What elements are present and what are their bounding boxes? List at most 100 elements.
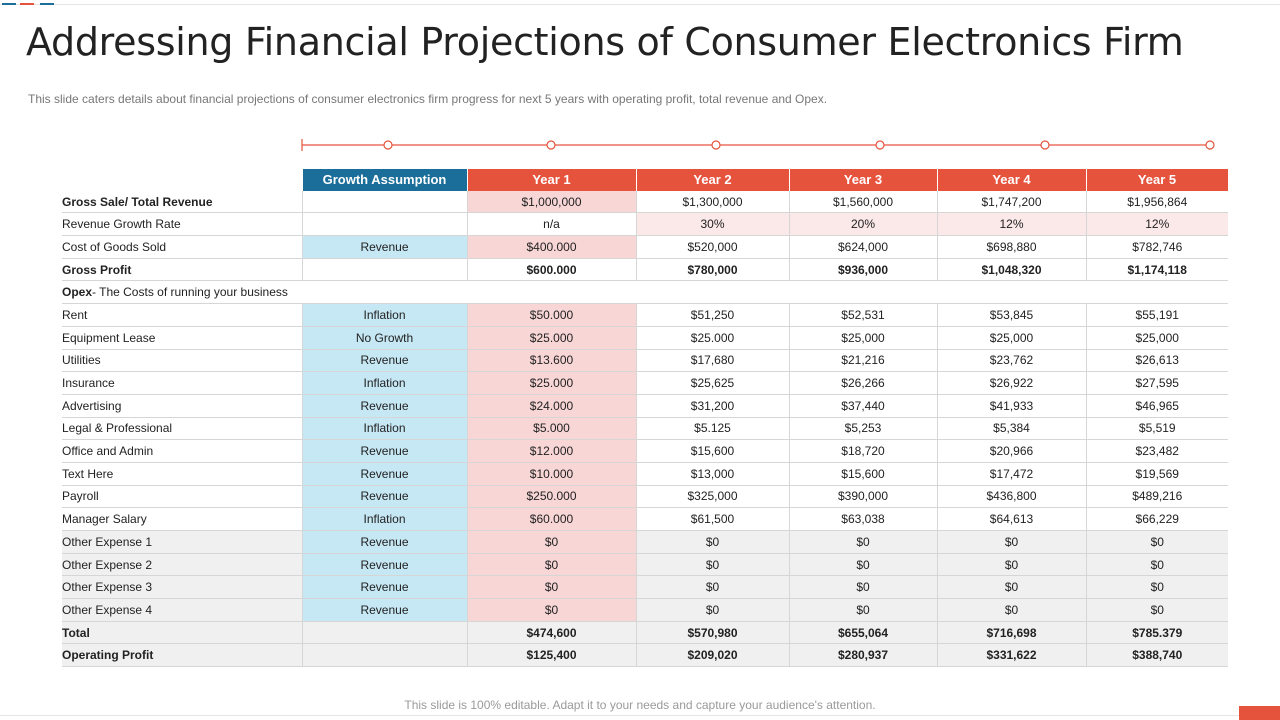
row-value-year-3: $25,000 xyxy=(789,326,938,350)
bottom-rule xyxy=(0,715,1240,716)
row-assumption xyxy=(302,621,468,645)
row-value-year-5: $0 xyxy=(1086,530,1228,554)
row-assumption: Revenue xyxy=(302,575,468,600)
row-value-year-5: $1,956,864 xyxy=(1086,190,1228,214)
row-value-year-5: 12% xyxy=(1086,212,1228,237)
table-row: Gross Sale/ Total Revenue $1,000,000 $1,… xyxy=(62,190,1228,214)
row-label: Total xyxy=(62,621,303,645)
row-value-year-5: $0 xyxy=(1086,598,1228,622)
row-value-year-1: $25.000 xyxy=(467,326,637,350)
row-value-year-4: $436,800 xyxy=(937,485,1087,509)
row-assumption: Revenue xyxy=(302,439,468,463)
row-value-year-5: $782,746 xyxy=(1086,235,1228,259)
table-row: Office and Admin Revenue $12.000 $15,600… xyxy=(62,439,1228,463)
row-assumption xyxy=(302,190,468,214)
row-value-year-5: $388,740 xyxy=(1086,643,1228,668)
row-value-year-4: $41,933 xyxy=(937,394,1087,418)
row-value-year-1: $25.000 xyxy=(467,371,637,395)
row-value-year-4: $331,622 xyxy=(937,643,1087,668)
header-blank-cell xyxy=(62,169,303,191)
row-value-year-2: $570,980 xyxy=(636,621,790,645)
row-value-year-5: $489,216 xyxy=(1086,485,1228,509)
row-value-year-2: 30% xyxy=(636,212,790,237)
timeline-dot xyxy=(383,140,393,150)
top-accent-mark xyxy=(2,3,16,5)
row-value-year-4: $1,747,200 xyxy=(937,190,1087,214)
timeline-dot xyxy=(875,140,885,150)
row-value-year-2: $0 xyxy=(636,530,790,554)
row-value-year-5: $66,229 xyxy=(1086,507,1228,531)
row-value-year-2: $61,500 xyxy=(636,507,790,531)
row-value-year-1: $250.000 xyxy=(467,485,637,509)
row-label: Operating Profit xyxy=(62,643,303,668)
page-title: Addressing Financial Projections of Cons… xyxy=(26,20,1184,64)
row-value-year-2: $0 xyxy=(636,575,790,600)
page-subtitle: This slide caters details about financia… xyxy=(28,92,828,106)
table-row: Other Expense 4 Revenue $0 $0 $0 $0 $0 xyxy=(62,598,1228,622)
row-value-year-4: $0 xyxy=(937,598,1087,622)
row-assumption: Revenue xyxy=(302,553,468,577)
row-value-year-5: $785.379 xyxy=(1086,621,1228,645)
row-value-year-2: $25.000 xyxy=(636,326,790,350)
top-rule xyxy=(0,4,1280,5)
row-value-year-1: $5.000 xyxy=(467,417,637,441)
row-value-year-3: $52,531 xyxy=(789,303,938,327)
row-value-year-3: $936,000 xyxy=(789,258,938,282)
row-value-year-5: $5,519 xyxy=(1086,417,1228,441)
row-label: Insurance xyxy=(62,371,303,395)
row-value-year-1: $12.000 xyxy=(467,439,637,463)
row-value-year-1: $13.600 xyxy=(467,349,637,373)
top-accent-mark xyxy=(40,3,54,5)
operating-profit-row: Operating Profit $125,400 $209,020 $280,… xyxy=(62,643,1228,668)
table-row: Other Expense 1 Revenue $0 $0 $0 $0 $0 xyxy=(62,530,1228,554)
row-value-year-4: $0 xyxy=(937,575,1087,600)
row-value-year-1: $0 xyxy=(467,553,637,577)
table-row: Text Here Revenue $10.000 $13,000 $15,60… xyxy=(62,462,1228,486)
row-assumption xyxy=(302,643,468,668)
row-label: Cost of Goods Sold xyxy=(62,235,303,259)
row-value-year-2: $17,680 xyxy=(636,349,790,373)
row-value-year-5: $25,000 xyxy=(1086,326,1228,350)
row-value-year-1: $24.000 xyxy=(467,394,637,418)
header-year-2: Year 2 xyxy=(636,169,790,191)
row-value-year-3: $0 xyxy=(789,530,938,554)
row-value-year-4: $20,966 xyxy=(937,439,1087,463)
row-label: Text Here xyxy=(62,462,303,486)
row-value-year-3: $26,266 xyxy=(789,371,938,395)
row-assumption: Revenue xyxy=(302,530,468,554)
row-value-year-5: $55,191 xyxy=(1086,303,1228,327)
row-value-year-2: $209,020 xyxy=(636,643,790,668)
row-value-year-5: $46,965 xyxy=(1086,394,1228,418)
row-label: Revenue Growth Rate xyxy=(62,212,303,237)
row-assumption: Revenue xyxy=(302,462,468,486)
row-label: Other Expense 3 xyxy=(62,575,303,600)
row-value-year-5: $23,482 xyxy=(1086,439,1228,463)
row-value-year-5: $1,174,118 xyxy=(1086,258,1228,282)
row-assumption: Inflation xyxy=(302,417,468,441)
row-value-year-4: $23,762 xyxy=(937,349,1087,373)
header-year-3: Year 3 xyxy=(789,169,938,191)
timeline-decoration xyxy=(301,139,1215,151)
table-row: Payroll Revenue $250.000 $325,000 $390,0… xyxy=(62,485,1228,509)
row-label: Manager Salary xyxy=(62,507,303,531)
row-value-year-1: $50.000 xyxy=(467,303,637,327)
row-value-year-3: $0 xyxy=(789,575,938,600)
row-label: Other Expense 1 xyxy=(62,530,303,554)
top-accent-mark xyxy=(20,3,34,5)
row-value-year-1: $474,600 xyxy=(467,621,637,645)
table-row: Gross Profit $600.000 $780,000 $936,000 … xyxy=(62,258,1228,282)
row-label: Rent xyxy=(62,303,303,327)
row-value-year-3: $15,600 xyxy=(789,462,938,486)
row-value-year-2: $13,000 xyxy=(636,462,790,486)
row-value-year-2: $520,000 xyxy=(636,235,790,259)
row-label: Equipment Lease xyxy=(62,326,303,350)
row-assumption: Inflation xyxy=(302,303,468,327)
row-assumption: No Growth xyxy=(302,326,468,350)
footer-note: This slide is 100% editable. Adapt it to… xyxy=(404,698,876,712)
row-value-year-5: $19,569 xyxy=(1086,462,1228,486)
row-assumption: Revenue xyxy=(302,394,468,418)
row-assumption: Revenue xyxy=(302,349,468,373)
table-row: Advertising Revenue $24.000 $31,200 $37,… xyxy=(62,394,1228,418)
row-value-year-3: $18,720 xyxy=(789,439,938,463)
row-value-year-5: $0 xyxy=(1086,575,1228,600)
